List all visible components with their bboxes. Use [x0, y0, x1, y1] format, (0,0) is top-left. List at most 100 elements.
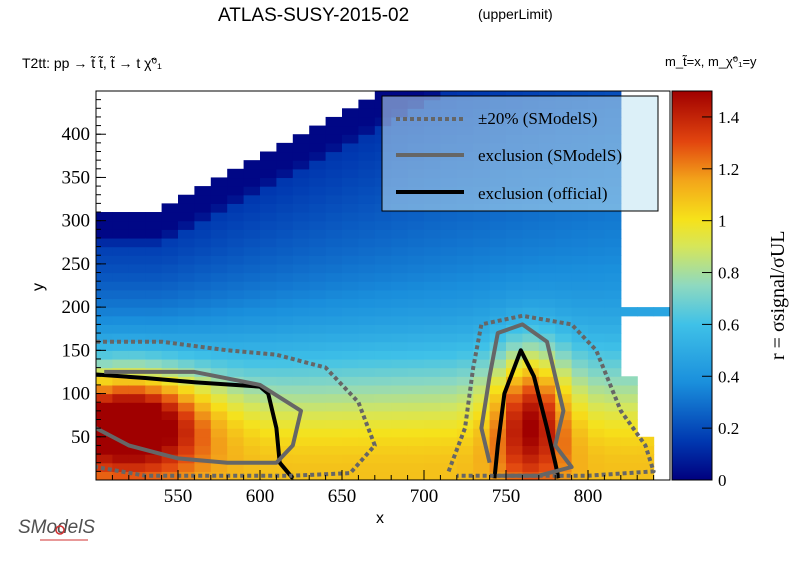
heatmap-cell [243, 358, 261, 369]
heatmap-cell [128, 315, 146, 325]
heatmap-cell [227, 462, 245, 472]
heatmap-cell [391, 410, 409, 421]
heatmap-cell [407, 315, 425, 325]
heatmap-cell [374, 445, 392, 455]
heatmap-cell [588, 367, 605, 377]
heatmap-cell [325, 376, 343, 386]
heatmap-cell [260, 229, 277, 239]
heatmap-cell [325, 350, 343, 360]
heatmap-cell [210, 220, 228, 230]
heatmap-cell [555, 384, 573, 395]
heatmap-cell [227, 281, 245, 291]
heatmap-cell [243, 177, 261, 187]
heatmap-cell [538, 410, 556, 421]
heatmap-cell [555, 255, 573, 265]
heatmap-cell [473, 324, 491, 334]
heatmap-cell [538, 212, 556, 222]
heatmap-cell [456, 384, 474, 395]
heatmap-cell [588, 315, 605, 325]
heatmap-cell [112, 341, 130, 351]
heatmap-cell [424, 324, 441, 334]
heatmap-cell [210, 367, 228, 377]
heatmap-cell [522, 350, 540, 360]
heatmap-cell [358, 315, 376, 325]
heatmap-cell [424, 367, 441, 377]
heatmap-cell [407, 272, 425, 282]
heatmap-cell [588, 419, 605, 429]
heatmap-cell [358, 220, 376, 230]
heatmap-cell [571, 454, 589, 464]
heatmap-cell [637, 454, 655, 464]
heatmap-cell [358, 393, 376, 403]
colorbar-label: r = σsignal/σUL [767, 231, 789, 361]
heatmap-cell [210, 272, 228, 282]
heatmap-cell [506, 341, 523, 351]
heatmap-cell [588, 324, 605, 334]
heatmap-cell [292, 194, 310, 204]
heatmap-cell [407, 402, 425, 412]
heatmap-cell [128, 419, 146, 429]
heatmap-cell [358, 324, 376, 334]
heatmap-cell [112, 220, 130, 230]
heatmap-cell [604, 462, 622, 472]
heatmap-cell [358, 151, 376, 161]
heatmap-cell [440, 358, 458, 369]
heatmap-cell [571, 350, 589, 360]
heatmap-cell [588, 341, 605, 351]
heatmap-cell [194, 393, 212, 403]
heatmap-cell [227, 246, 245, 256]
heatmap-cell [358, 454, 376, 464]
heatmap-cell [178, 402, 195, 412]
heatmap-cell [456, 307, 474, 317]
heatmap-cell [588, 255, 605, 265]
heatmap-cell [391, 428, 409, 438]
heatmap-cell [440, 454, 458, 464]
heatmap-cell [555, 315, 573, 325]
heatmap-cell [309, 341, 327, 351]
heatmap-cell [276, 246, 294, 256]
heatmap-cell [374, 376, 392, 386]
heatmap-cell [391, 237, 409, 248]
heatmap-cell [489, 384, 507, 395]
heatmap-cell [325, 462, 343, 472]
heatmap-cell [506, 333, 523, 343]
heatmap-cell [194, 272, 212, 282]
heatmap-cell [522, 393, 540, 403]
heatmap-cell [178, 246, 195, 256]
heatmap-cell [522, 454, 540, 464]
heatmap-cell [456, 333, 474, 343]
heatmap-cell [456, 315, 474, 325]
heatmap-cell [276, 384, 294, 395]
heatmap-cell [456, 445, 474, 455]
heatmap-cell [506, 419, 523, 429]
heatmap-cell [424, 454, 441, 464]
heatmap-cell [210, 402, 228, 412]
heatmap-cell [391, 263, 409, 274]
heatmap-cell [473, 212, 491, 222]
heatmap-cell [145, 255, 163, 265]
heatmap-cell [506, 289, 523, 300]
heatmap-cell [194, 255, 212, 265]
heatmap-cell [473, 255, 491, 265]
heatmap-cell [506, 307, 523, 317]
heatmap-cell [440, 307, 458, 317]
heatmap-cell [391, 384, 409, 395]
heatmap-cell [571, 298, 589, 308]
y-axis: 50 100 150 200 250 300 350 400 [62, 99, 106, 472]
heatmap-cell [276, 229, 294, 239]
heatmap-cell [604, 454, 622, 464]
heatmap-cell [391, 333, 409, 343]
heatmap-cell [424, 237, 441, 248]
heatmap-cell [456, 229, 474, 239]
heatmap-cell [227, 436, 245, 447]
z-tick-label: 0.2 [718, 419, 739, 438]
heatmap-cell [276, 419, 294, 429]
heatmap-cell [325, 177, 343, 187]
heatmap-cell [161, 229, 179, 239]
heatmap-cell [358, 160, 376, 170]
heatmap-cell [473, 402, 491, 412]
heatmap-cell [538, 246, 556, 256]
heatmap-cell [276, 168, 294, 179]
smodels-logo: SModelS [18, 517, 95, 541]
heatmap-cell [424, 402, 441, 412]
